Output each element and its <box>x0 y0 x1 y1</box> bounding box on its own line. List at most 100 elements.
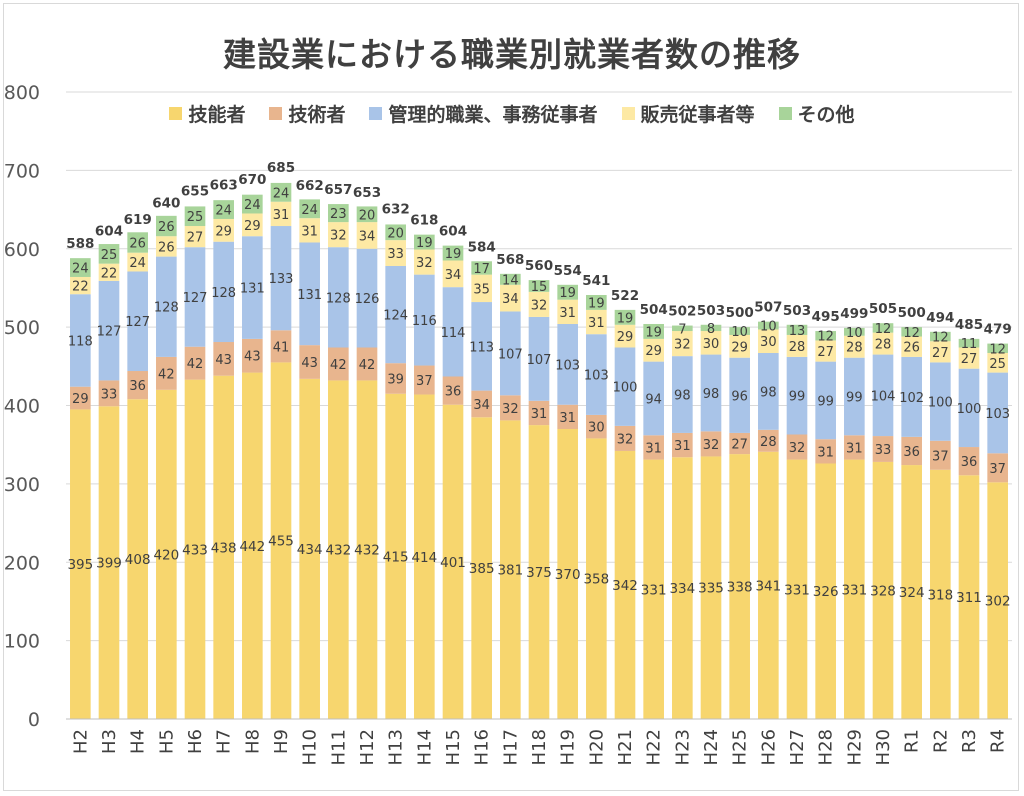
bar-segment <box>586 414 607 439</box>
bar-segment <box>614 309 636 325</box>
bar-segment <box>844 327 865 336</box>
bar-segment <box>987 352 1008 373</box>
bar-segment <box>328 222 349 248</box>
y-tick-label: 100 <box>4 631 40 653</box>
bar-segment <box>500 273 521 285</box>
bar-segment <box>815 439 836 464</box>
y-tick-label: 400 <box>4 396 40 418</box>
bar-segment <box>270 226 292 331</box>
data-label: 19 <box>416 236 433 251</box>
data-label: 14 <box>502 273 519 288</box>
bar-segment <box>643 323 664 339</box>
data-label: 30 <box>703 337 720 352</box>
bar-segment <box>127 232 148 253</box>
data-label: 104 <box>871 389 896 404</box>
y-tick-label: 700 <box>4 160 40 182</box>
bar-segment <box>614 450 636 719</box>
data-label: 96 <box>731 389 748 404</box>
legend-label: 技能者 <box>188 104 246 126</box>
total-label: 657 <box>324 182 352 198</box>
bar-segment <box>844 335 865 358</box>
bar-segment <box>184 226 206 248</box>
bar-segment <box>414 365 435 395</box>
bar-segment <box>700 324 722 332</box>
bar-segment <box>930 331 951 342</box>
bar-segment <box>700 431 722 457</box>
data-label: 395 <box>67 557 93 573</box>
data-label: 99 <box>846 390 863 405</box>
bar-segment <box>958 347 980 369</box>
x-tick-label: H22 <box>644 729 665 765</box>
data-label: 32 <box>531 298 548 313</box>
bar-segment <box>901 336 922 357</box>
data-label: 127 <box>97 325 122 340</box>
data-label: 32 <box>330 229 347 244</box>
data-label: 31 <box>588 316 605 331</box>
data-label: 102 <box>899 391 924 406</box>
x-tick-label: R2 <box>930 729 951 753</box>
bar-segment <box>98 263 120 281</box>
bar-segment <box>643 435 664 460</box>
bar-segment <box>786 434 808 460</box>
data-label: 116 <box>412 314 437 329</box>
bar-segment <box>385 265 406 364</box>
bar-segment <box>901 465 922 719</box>
data-label: 415 <box>383 549 409 565</box>
bar-segment <box>270 362 292 719</box>
data-label: 103 <box>584 369 609 384</box>
total-label: 685 <box>267 160 295 176</box>
data-label: 37 <box>989 462 1006 477</box>
bar-segment <box>557 404 578 430</box>
data-label: 41 <box>273 340 290 355</box>
data-label: 328 <box>870 583 896 599</box>
y-tick-label: 500 <box>4 317 40 339</box>
bar-segment <box>414 274 435 366</box>
x-tick-label: R3 <box>959 729 980 753</box>
bar-segment <box>471 390 492 418</box>
x-tick-label: H9 <box>271 729 292 754</box>
bar-segment <box>156 256 177 357</box>
total-label: 632 <box>382 202 410 218</box>
x-tick-label: H12 <box>357 729 378 765</box>
data-label: 455 <box>268 534 294 550</box>
data-label: 8 <box>707 322 715 337</box>
bar-segment <box>528 280 550 292</box>
bar-segment <box>299 378 320 719</box>
bar-segment <box>958 338 980 348</box>
bar-segment <box>901 327 922 337</box>
data-label: 43 <box>301 356 318 371</box>
data-label: 399 <box>96 556 122 572</box>
total-label: 507 <box>754 300 782 316</box>
data-label: 43 <box>215 353 232 368</box>
data-label: 35 <box>473 282 490 297</box>
bar-segment <box>672 432 693 458</box>
data-label: 27 <box>187 231 204 246</box>
bar-segment <box>729 454 750 719</box>
data-label: 370 <box>555 567 581 583</box>
data-label: 32 <box>617 432 634 447</box>
bar-segment <box>672 325 693 332</box>
data-label: 10 <box>846 326 863 341</box>
x-tick-label: R1 <box>902 729 923 753</box>
legend-item-sales: 販売従事者等 <box>621 100 755 127</box>
data-label: 34 <box>359 229 376 244</box>
data-label: 26 <box>129 236 146 251</box>
data-label: 432 <box>325 543 351 559</box>
chart-title: 建設業における職業別就業者数の推移 <box>223 35 801 74</box>
bar-segment <box>586 438 607 719</box>
data-label: 43 <box>244 350 261 365</box>
data-label: 28 <box>875 338 892 353</box>
x-tick-label: H15 <box>443 729 464 765</box>
bar-segment <box>471 302 492 391</box>
bar-segment <box>901 436 922 466</box>
data-label: 10 <box>731 325 748 340</box>
bar-segment <box>987 372 1008 454</box>
data-label: 118 <box>68 334 93 349</box>
data-label: 335 <box>698 581 724 597</box>
data-label: 12 <box>989 342 1006 357</box>
bar-segment <box>184 379 206 719</box>
bar-segment <box>299 199 320 219</box>
data-label: 31 <box>559 306 576 321</box>
legend-swatch <box>269 107 283 120</box>
bar-segment <box>930 362 951 441</box>
